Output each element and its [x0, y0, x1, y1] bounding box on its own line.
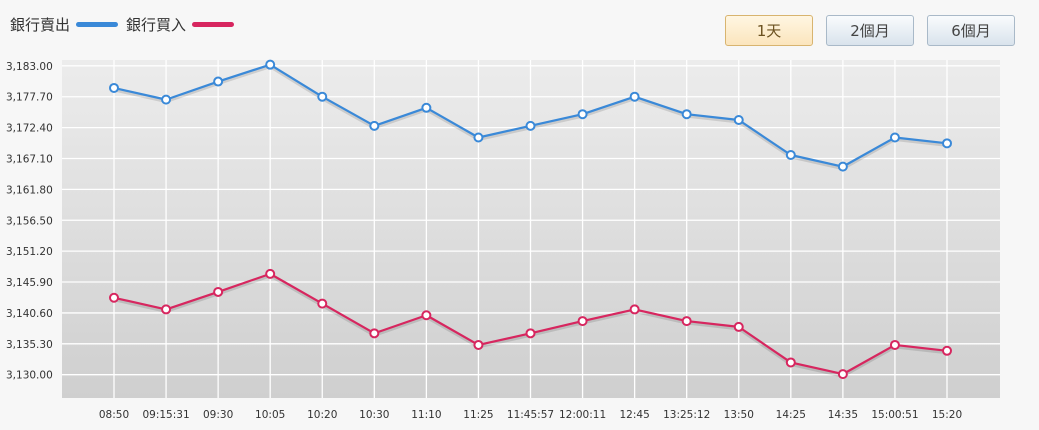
- data-point: [161, 94, 172, 105]
- data-point: [785, 357, 796, 368]
- data-point: [161, 304, 172, 315]
- x-tick-label: 10:05: [255, 409, 285, 421]
- legend-item-sell[interactable]: 銀行賣出: [10, 14, 119, 35]
- y-tick-label: 3,167.10: [6, 153, 53, 165]
- data-point: [213, 286, 224, 297]
- data-point: [837, 369, 848, 380]
- data-point: [109, 292, 119, 303]
- data-point: [369, 120, 380, 131]
- x-tick-label: 13:50: [724, 409, 754, 421]
- data-point: [577, 316, 588, 327]
- y-tick-label: 3,156.50: [6, 215, 53, 227]
- data-point: [317, 91, 328, 102]
- data-point: [265, 268, 276, 279]
- range-button-1-day[interactable]: 1天: [725, 15, 813, 46]
- data-point: [889, 339, 900, 350]
- legend-swatch-sell: [76, 22, 119, 27]
- y-tick-label: 3,140.60: [6, 308, 53, 320]
- y-tick-label: 3,151.20: [6, 246, 53, 258]
- y-tick-label: 3,135.30: [6, 339, 53, 351]
- x-tick-label: 11:10: [411, 409, 441, 421]
- y-tick-label: 3,172.40: [6, 123, 53, 135]
- x-tick-label: 11:25: [463, 409, 493, 421]
- data-point: [837, 161, 848, 172]
- data-point: [525, 328, 536, 339]
- data-point: [629, 91, 640, 102]
- data-point: [785, 149, 796, 160]
- range-selector: 1天 2個月 6個月: [712, 15, 1015, 46]
- x-tick-label: 14:35: [828, 409, 858, 421]
- data-point: [681, 109, 692, 120]
- data-point: [733, 321, 744, 332]
- x-tick-label: 10:30: [359, 409, 389, 421]
- legend-item-buy[interactable]: 銀行買入: [126, 14, 235, 35]
- y-tick-label: 3,161.80: [6, 184, 53, 196]
- legend-label-buy: 銀行買入: [126, 16, 187, 34]
- data-point: [369, 328, 380, 339]
- x-tick-label: 12:45: [619, 409, 649, 421]
- y-tick-label: 3,177.70: [6, 92, 53, 104]
- x-tick-label: 09:30: [203, 409, 233, 421]
- data-point: [889, 132, 900, 143]
- x-tick-label: 08:50: [99, 409, 129, 421]
- y-tick-label: 3,130.00: [6, 370, 53, 382]
- legend-swatch-buy: [192, 22, 235, 27]
- x-tick-label: 15:00:51: [871, 409, 918, 421]
- data-point: [733, 115, 744, 126]
- legend-label-sell: 銀行賣出: [10, 16, 71, 34]
- data-point: [681, 316, 692, 327]
- data-point: [265, 59, 276, 70]
- chart-legend: 銀行賣出 銀行買入: [10, 14, 242, 35]
- data-point: [473, 132, 484, 143]
- data-point: [317, 298, 328, 309]
- data-point: [525, 120, 536, 131]
- x-tick-label: 15:20: [932, 409, 962, 421]
- x-tick-label: 14:25: [776, 409, 806, 421]
- data-point: [629, 304, 640, 315]
- series-sell: [109, 59, 952, 172]
- data-point: [942, 138, 952, 149]
- x-tick-label: 11:45:57: [507, 409, 554, 421]
- series-buy: [109, 268, 952, 380]
- range-button-6-months[interactable]: 6個月: [927, 15, 1015, 46]
- y-tick-label: 3,183.00: [6, 61, 53, 73]
- data-point: [421, 102, 432, 113]
- x-tick-label: 09:15:31: [142, 409, 189, 421]
- x-tick-label: 12:00:11: [559, 409, 606, 421]
- data-point: [577, 109, 588, 120]
- data-point: [109, 82, 119, 93]
- x-tick-label: 13:25:12: [663, 409, 710, 421]
- data-point: [421, 310, 432, 321]
- y-tick-label: 3,145.90: [6, 277, 53, 289]
- x-tick-label: 10:20: [307, 409, 337, 421]
- range-button-2-months[interactable]: 2個月: [826, 15, 914, 46]
- data-point: [213, 76, 224, 87]
- data-point: [473, 339, 484, 350]
- data-point: [942, 345, 952, 356]
